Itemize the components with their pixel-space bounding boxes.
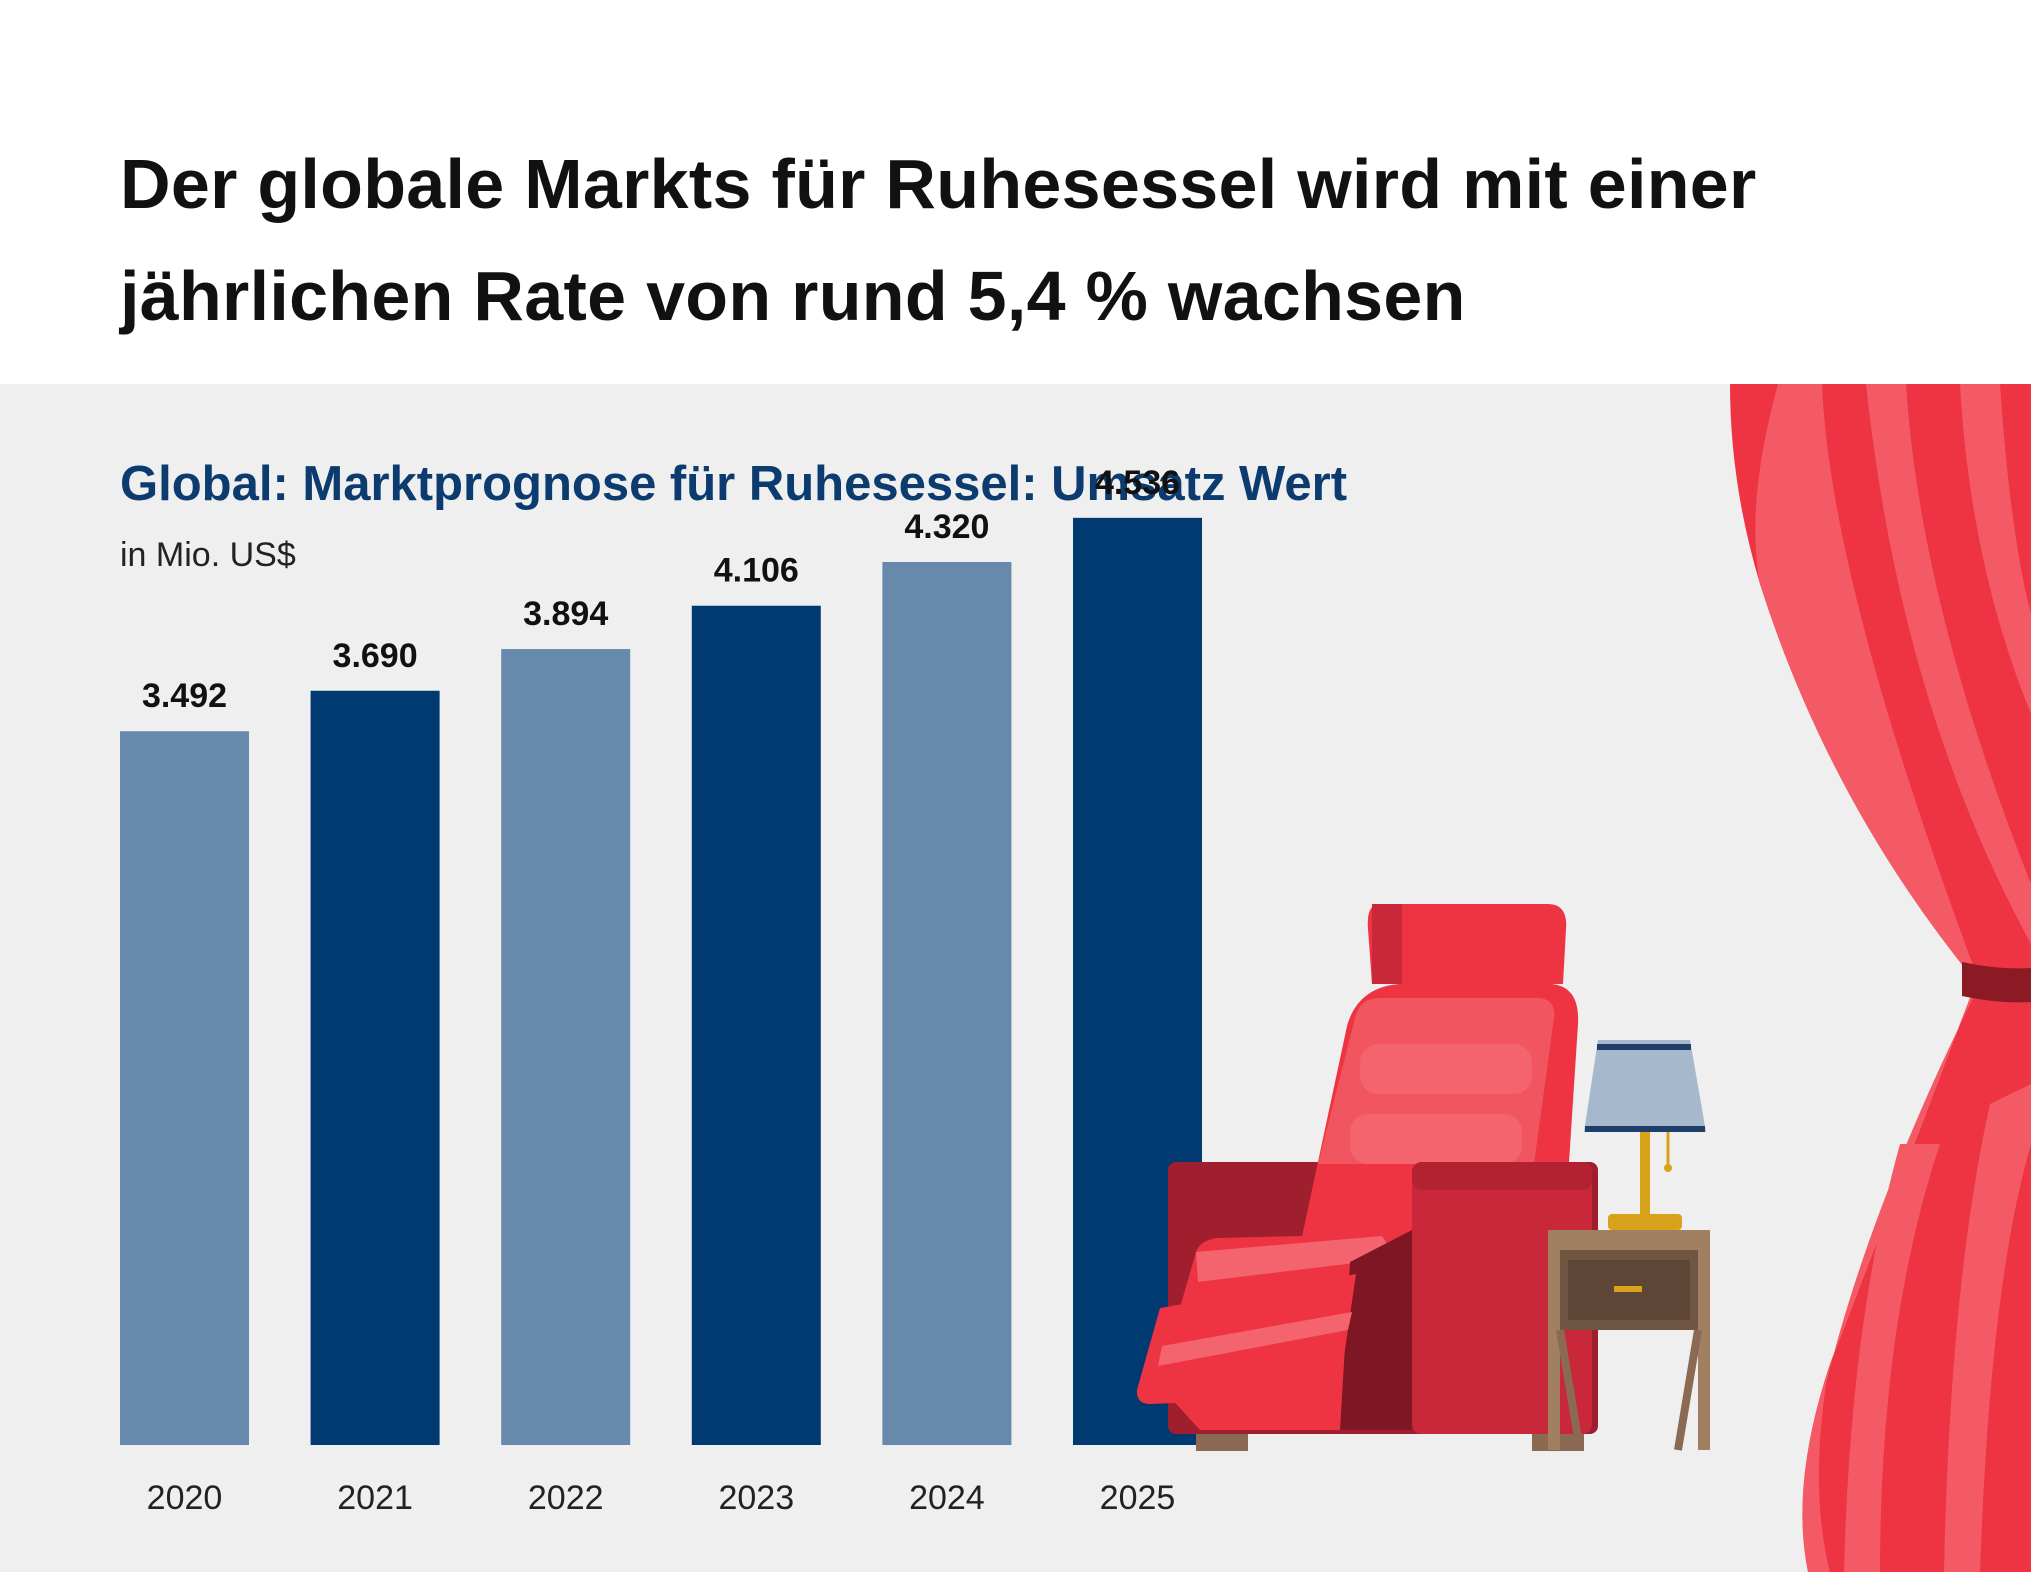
x-tick-label: 2025: [1100, 1479, 1176, 1517]
chart-panel: Global: Marktprognose für Ruhesessel: Um…: [0, 384, 2031, 1572]
side-table-icon: [1548, 1230, 1710, 1451]
bar-2024: [882, 561, 1012, 1445]
bar-2023: [691, 605, 821, 1445]
x-tick-label: 2023: [718, 1479, 794, 1517]
x-tick-label: 2020: [147, 1479, 223, 1517]
bar-value-label: 3.690: [333, 637, 418, 675]
x-tick-label: 2024: [909, 1479, 985, 1517]
bar-chart: 3.492 2020 3.690 2021 3.894 2022 4.106 2023 4.32…: [120, 384, 2031, 1572]
bar-value-label: 4.320: [904, 508, 989, 546]
x-tick-label: 2021: [337, 1479, 413, 1517]
chart-unit-label: in Mio. US$: [120, 536, 296, 574]
headline: Der globale Markts für Ruhesessel wird m…: [120, 145, 1757, 335]
bar-value-label: 3.492: [142, 677, 227, 715]
recliner-chair-icon: [1136, 904, 1598, 1451]
bars-layer: 3.492 2020 3.690 2021 3.894 2022 4.106 2023 4.32…: [120, 464, 1202, 1517]
bar-2021: [310, 690, 440, 1445]
chart-title: Global: Marktprognose für Ruhesessel: Um…: [120, 457, 1348, 511]
bar-value-label: 4.106: [714, 552, 799, 590]
table-lamp-icon: [1584, 1040, 1706, 1230]
curtain-icon: [1730, 384, 2031, 1572]
x-tick-label: 2022: [528, 1479, 604, 1517]
bar-2022: [501, 649, 631, 1445]
bar-value-label: 4.536: [1095, 464, 1180, 502]
bar-2020: [120, 731, 249, 1445]
bar-value-label: 3.894: [523, 595, 608, 633]
